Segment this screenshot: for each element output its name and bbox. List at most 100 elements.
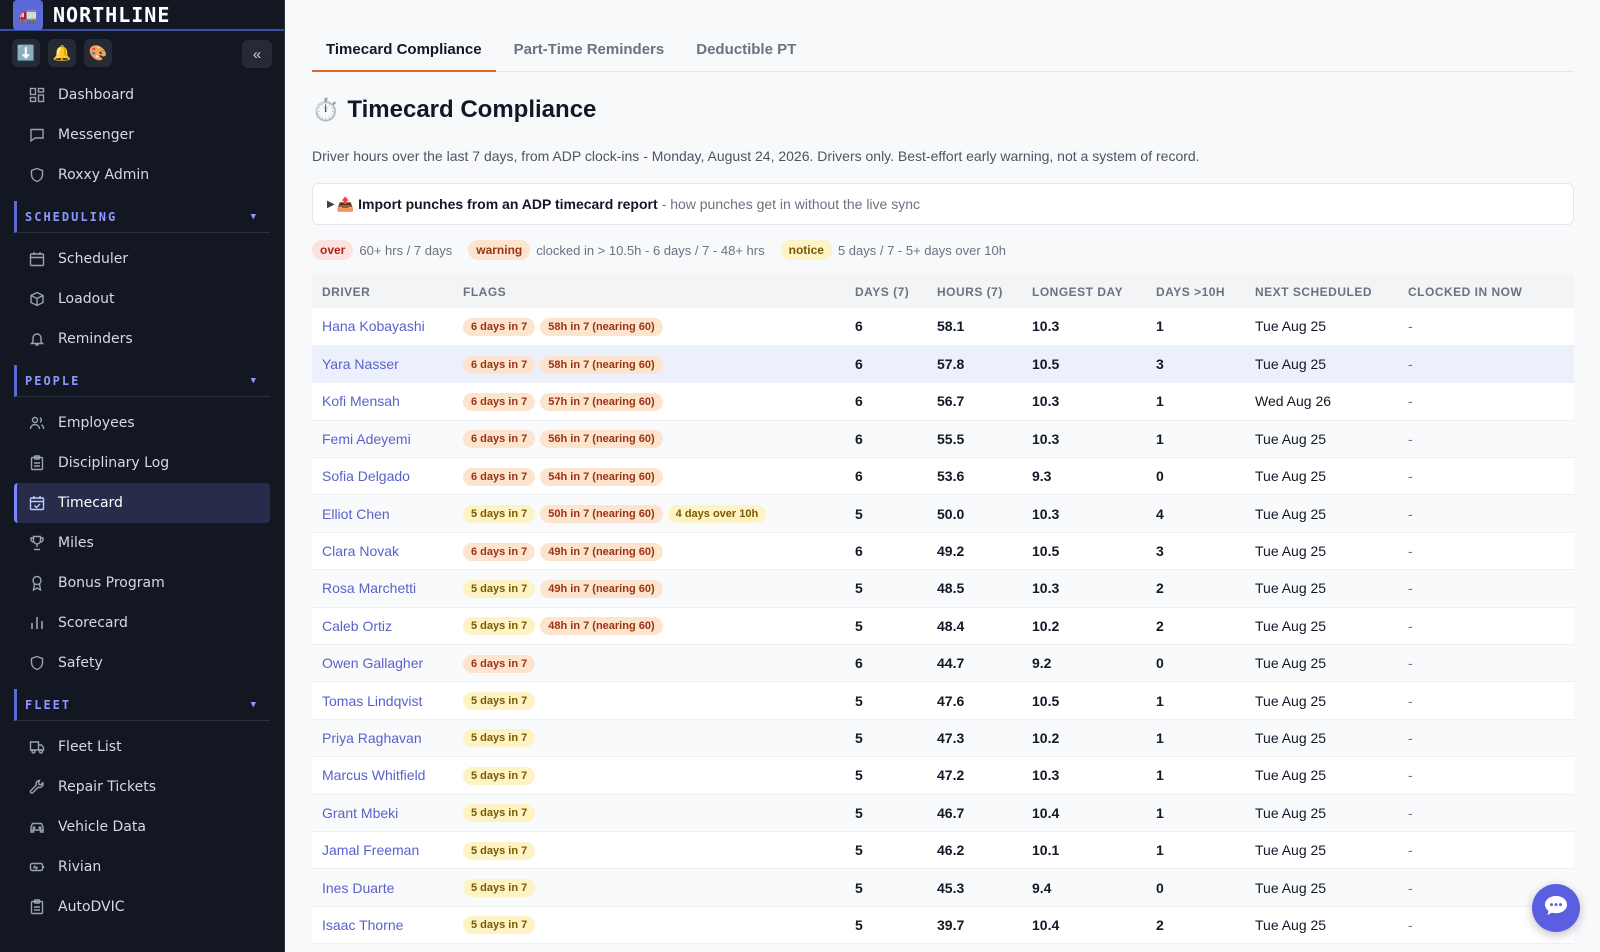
table-row[interactable]: Isaac Thorne 5 days in 7 5 39.7 10.4 2 Tue Aug…	[312, 906, 1574, 944]
sidebar-item-bonus-program[interactable]: Bonus Program	[14, 563, 270, 603]
sidebar-item-safety[interactable]: Safety	[14, 643, 270, 683]
table-row[interactable]: Kofi Mensah 6 days in 7 57h in 7 (nearing …	[312, 382, 1574, 421]
next-scheduled-cell: Tue Aug 25	[1255, 543, 1327, 560]
clocked-in-cell: -	[1408, 879, 1413, 896]
download-icon[interactable]: ⬇️	[12, 39, 40, 67]
sidebar-item-rivian[interactable]: Rivian	[14, 847, 270, 887]
next-scheduled-cell: Tue Aug 25	[1255, 580, 1327, 597]
bar-chart-icon	[28, 614, 46, 632]
truck-icon	[28, 738, 46, 756]
chevron-down-icon: ▼	[250, 699, 258, 710]
sidebar-item-scorecard[interactable]: Scorecard	[14, 603, 270, 643]
driver-link[interactable]: Jamal Freeman	[322, 842, 420, 859]
clocked-in-cell: -	[1408, 543, 1413, 560]
caret-right-icon: ▶	[327, 198, 335, 210]
brand[interactable]: 🚛 NORTHLINE	[0, 0, 284, 31]
col-clocked-in-now[interactable]: CLOCKED IN NOW	[1398, 275, 1574, 308]
flag-badge: 54h in 7 (nearing 60)	[540, 467, 663, 486]
collapse-sidebar-button[interactable]: «	[242, 40, 272, 68]
chat-button[interactable]	[1532, 884, 1580, 932]
driver-link[interactable]: Priya Raghavan	[322, 729, 422, 746]
driver-link[interactable]: Grant Mbeki	[322, 804, 399, 821]
longest-day-cell: 10.4	[1032, 916, 1060, 933]
sidebar-item-label: Scorecard	[58, 615, 128, 631]
sidebar-item-roxxy-admin[interactable]: Roxxy Admin	[14, 155, 270, 195]
table-row[interactable]: Sofia Delgado 6 days in 7 54h in 7 (nearin…	[312, 457, 1574, 495]
section-people[interactable]: PEOPLE ▼	[14, 365, 270, 397]
table-row[interactable]: Caleb Ortiz 5 days in 7 48h in 7 (nearing …	[312, 607, 1574, 645]
table-row[interactable]: Grant Mbeki 5 days in 7 5 46.7 10.4 1 Tue Aug …	[312, 794, 1574, 832]
driver-link[interactable]: Caleb Ortiz	[322, 617, 393, 634]
flag-badge: 5 days in 7	[463, 505, 536, 524]
driver-link[interactable]: Sofia Delgado	[322, 468, 410, 485]
sidebar-item-label: Scheduler	[58, 251, 129, 267]
days-over-10h-cell: 1	[1156, 842, 1164, 859]
table-row[interactable]: Jamal Freeman 5 days in 7 5 46.2 10.1 1 Tue Au…	[312, 831, 1574, 869]
hours-cell: 46.7	[937, 804, 965, 821]
clipboard-icon	[28, 898, 46, 916]
sidebar-item-employees[interactable]: Employees	[14, 403, 270, 443]
days-cell: 5	[855, 692, 863, 709]
palette-icon[interactable]: 🎨	[84, 39, 112, 67]
table-row[interactable]: Tomas Lindqvist 5 days in 7 5 47.6 10.5 1 Tue …	[312, 681, 1574, 720]
sidebar-item-scheduler[interactable]: Scheduler	[14, 239, 270, 279]
sidebar-item-miles[interactable]: Miles	[14, 523, 270, 563]
col-flags[interactable]: FLAGS	[453, 275, 845, 308]
driver-link[interactable]: Tomas Lindqvist	[322, 692, 423, 709]
bell-icon[interactable]: 🔔	[48, 39, 76, 67]
col-next-scheduled[interactable]: NEXT SCHEDULED	[1245, 275, 1398, 308]
table-row[interactable]: Owen Gallagher 6 days in 7 6 44.7 9.2 0 Tue Au…	[312, 644, 1574, 682]
table-row[interactable]: Elliot Chen 5 days in 7 50h in 7 (nearing …	[312, 494, 1574, 533]
sidebar-item-disciplinary-log[interactable]: Disciplinary Log	[14, 443, 270, 483]
tab-part-time-reminders[interactable]: Part-Time Reminders	[513, 41, 665, 58]
table-row[interactable]: Marcus Whitfield 5 days in 7 5 47.2 10.3 1 Tue…	[312, 756, 1574, 795]
table-row[interactable]: Clara Novak 6 days in 7 49h in 7 (nearing …	[312, 532, 1574, 570]
driver-link[interactable]: Hana Kobayashi	[322, 318, 425, 335]
table-row[interactable]: Priya Raghavan 5 days in 7 5 47.3 10.2 1 Tue A…	[312, 719, 1574, 757]
clocked-in-cell: -	[1408, 692, 1413, 709]
driver-link[interactable]: Owen Gallagher	[322, 655, 424, 672]
sidebar-item-autodvic[interactable]: AutoDVIC	[14, 887, 270, 927]
table-row[interactable]: Hana Kobayashi 6 days in 7 58h in 7 (neari…	[312, 308, 1574, 346]
sidebar-item-loadout[interactable]: Loadout	[14, 279, 270, 319]
driver-link[interactable]: Elliot Chen	[322, 505, 390, 522]
driver-link[interactable]: Isaac Thorne	[322, 916, 404, 933]
clocked-in-cell: -	[1408, 842, 1413, 859]
longest-day-cell: 9.2	[1032, 655, 1052, 672]
sidebar-item-vehicle-data[interactable]: Vehicle Data	[14, 807, 270, 847]
sidebar-item-fleet-list[interactable]: Fleet List	[14, 727, 270, 767]
driver-link[interactable]: Marcus Whitfield	[322, 767, 426, 784]
driver-link[interactable]: Femi Adeyemi	[322, 430, 411, 447]
driver-link[interactable]: Kofi Mensah	[322, 393, 400, 410]
sidebar-item-repair-tickets[interactable]: Repair Tickets	[14, 767, 270, 807]
tab-timecard-compliance[interactable]: Timecard Compliance	[312, 26, 496, 72]
col-longest-day[interactable]: LONGEST DAY	[1022, 275, 1146, 308]
next-scheduled-cell: Tue Aug 25	[1255, 767, 1327, 784]
section-scheduling[interactable]: SCHEDULING ▼	[14, 201, 270, 233]
import-punches-expander[interactable]: ▶ 📤 Import punches from an ADP timecard …	[312, 183, 1574, 225]
col-days-over-10h[interactable]: DAYS >10H	[1146, 275, 1245, 308]
section-title: PEOPLE	[25, 373, 81, 388]
sidebar-item-reminders[interactable]: Reminders	[14, 319, 270, 359]
flag-badge: 6 days in 7	[463, 654, 536, 673]
driver-link[interactable]: Yara Nasser	[322, 356, 399, 373]
table-row[interactable]: Yara Nasser 6 days in 7 58h in 7 (nearing …	[312, 345, 1574, 383]
table-row[interactable]: Ines Duarte 5 days in 7 5 45.3 9.4 0 Tue Aug 2…	[312, 868, 1574, 907]
driver-link[interactable]: Clara Novak	[322, 543, 400, 560]
section-fleet[interactable]: FLEET ▼	[14, 689, 270, 721]
driver-link[interactable]: Rosa Marchetti	[322, 580, 417, 597]
flag-badge: 50h in 7 (nearing 60)	[540, 505, 663, 524]
sidebar-item-dashboard[interactable]: Dashboard	[14, 75, 270, 115]
col-hours[interactable]: HOURS (7)	[927, 275, 1022, 308]
flag-badge: 5 days in 7	[463, 692, 536, 711]
sidebar-item-messenger[interactable]: Messenger	[14, 115, 270, 155]
col-days[interactable]: DAYS (7)	[845, 275, 927, 308]
tab-deductible-pt[interactable]: Deductible PT	[696, 41, 797, 58]
table-row[interactable]: Femi Adeyemi 6 days in 7 56h in 7 (nearing…	[312, 420, 1574, 458]
col-driver[interactable]: DRIVER	[312, 275, 453, 308]
days-cell: 5	[855, 729, 863, 746]
sidebar-item-timecard[interactable]: Timecard	[14, 483, 270, 523]
wrench-icon	[28, 778, 46, 796]
driver-link[interactable]: Ines Duarte	[322, 879, 395, 896]
table-row[interactable]: Rosa Marchetti 5 days in 7 49h in 7 (neari…	[312, 569, 1574, 608]
